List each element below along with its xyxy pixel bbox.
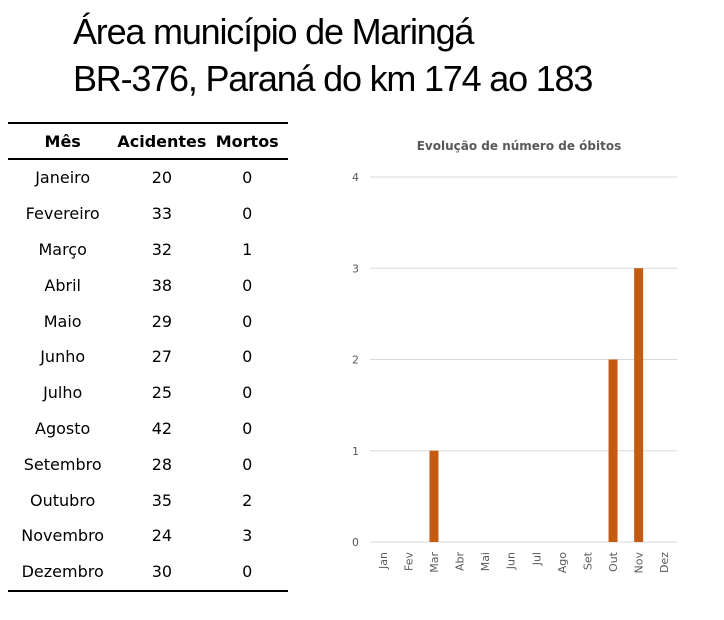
x-tick-label: Jul (530, 552, 543, 566)
cell-deaths: 1 (242, 239, 253, 259)
cell-accidents: 33 (151, 204, 173, 224)
title-line-1: Área município de Maringá (73, 11, 474, 52)
accidents-table: Mês Acidentes Mortos Janeiro 20 0 Fevereir… (8, 122, 288, 592)
x-tick-label: Jan (377, 552, 390, 570)
header-mes: Mês (8, 122, 118, 160)
y-tick-label: 3 (352, 262, 359, 275)
cell-month: Dezembro (8, 553, 118, 592)
table-row: Novembro 24 3 (8, 518, 288, 554)
y-tick-label: 2 (352, 354, 359, 367)
table-header-row: Mês Acidentes Mortos (8, 122, 288, 160)
cell-deaths: 0 (206, 553, 288, 592)
cell-month: Maio (43, 311, 82, 331)
table-row: Julho 25 0 (8, 375, 288, 411)
x-tick-label: Dez (658, 552, 671, 573)
cell-deaths: 0 (242, 275, 253, 295)
cell-month: Julho (43, 383, 83, 403)
table-row: Maio 29 0 (8, 303, 288, 339)
chart-y-axis: 0 1 2 3 4 (352, 171, 359, 549)
chart-bars (429, 268, 644, 542)
deaths-bar-chart: Evolução de número de óbitos 0 1 2 3 4 Jan Fe… (352, 139, 677, 573)
cell-month: Junho (40, 347, 86, 367)
cell-month: Janeiro (35, 168, 91, 188)
table-row: Dezembro 30 0 (8, 553, 288, 592)
cell-deaths: 0 (242, 383, 253, 403)
cell-deaths: 0 (242, 168, 253, 188)
table-row: Março 32 1 (8, 232, 288, 268)
table-row: Junho 27 0 (8, 339, 288, 375)
table-row: Agosto 42 0 (8, 411, 288, 447)
table-row: Abril 38 0 (8, 267, 288, 303)
cell-accidents: 42 (151, 418, 173, 438)
y-tick-label: 1 (352, 445, 359, 458)
x-tick-label: Mai (479, 552, 492, 571)
bar-mar (429, 450, 439, 542)
table-row: Setembro 28 0 (8, 446, 288, 482)
x-tick-label: Ago (556, 552, 569, 574)
title-line-2: BR-376, Paraná do km 174 ao 183 (73, 58, 593, 99)
slide-title: Área município de Maringá BR-376, Paraná… (73, 8, 593, 102)
cell-accidents: 25 (151, 383, 173, 403)
cell-month: Abril (44, 275, 81, 295)
cell-month: Fevereiro (25, 204, 100, 224)
y-tick-label: 0 (352, 536, 359, 549)
chart-x-axis: Jan Fev Mar Abr Mai Jun Jul Ago Set Out Nov Dez (377, 551, 671, 573)
cell-deaths: 0 (242, 454, 253, 474)
bar-nov (634, 268, 644, 542)
table-row: Fevereiro 33 0 (8, 196, 288, 232)
cell-accidents: 28 (151, 454, 173, 474)
cell-accidents: 20 (151, 168, 173, 188)
cell-accidents: 38 (151, 275, 173, 295)
cell-accidents: 29 (151, 311, 173, 331)
x-tick-label: Out (607, 551, 620, 572)
chart-title: Evolução de número de óbitos (417, 139, 622, 153)
cell-deaths: 2 (242, 490, 253, 510)
cell-accidents: 32 (151, 239, 173, 259)
chart-gridlines (370, 176, 677, 543)
x-tick-label: Abr (454, 552, 467, 572)
cell-deaths: 0 (242, 204, 253, 224)
header-mortos: Mortos (206, 122, 288, 160)
bar-out (608, 359, 618, 542)
cell-month: Novembro (21, 526, 105, 546)
header-acidentes: Acidentes (117, 122, 207, 160)
table-row: Janeiro 20 0 (8, 159, 288, 196)
cell-deaths: 3 (242, 526, 253, 546)
x-tick-label: Jun (505, 552, 518, 570)
cell-accidents: 30 (117, 553, 207, 592)
cell-deaths: 0 (242, 418, 253, 438)
cell-accidents: 35 (151, 490, 173, 510)
cell-month: Outubro (30, 490, 96, 510)
cell-month: Março (38, 239, 87, 259)
cell-deaths: 0 (242, 311, 253, 331)
x-tick-label: Set (581, 551, 594, 570)
x-tick-label: Fev (402, 552, 415, 571)
table-row: Outubro 35 2 (8, 482, 288, 518)
x-tick-label: Nov (633, 552, 646, 574)
y-tick-label: 4 (352, 171, 359, 184)
x-tick-label: Mar (428, 552, 441, 573)
cell-accidents: 24 (151, 526, 173, 546)
cell-accidents: 27 (151, 347, 173, 367)
cell-month: Agosto (35, 418, 91, 438)
cell-deaths: 0 (242, 347, 253, 367)
cell-month: Setembro (23, 454, 102, 474)
